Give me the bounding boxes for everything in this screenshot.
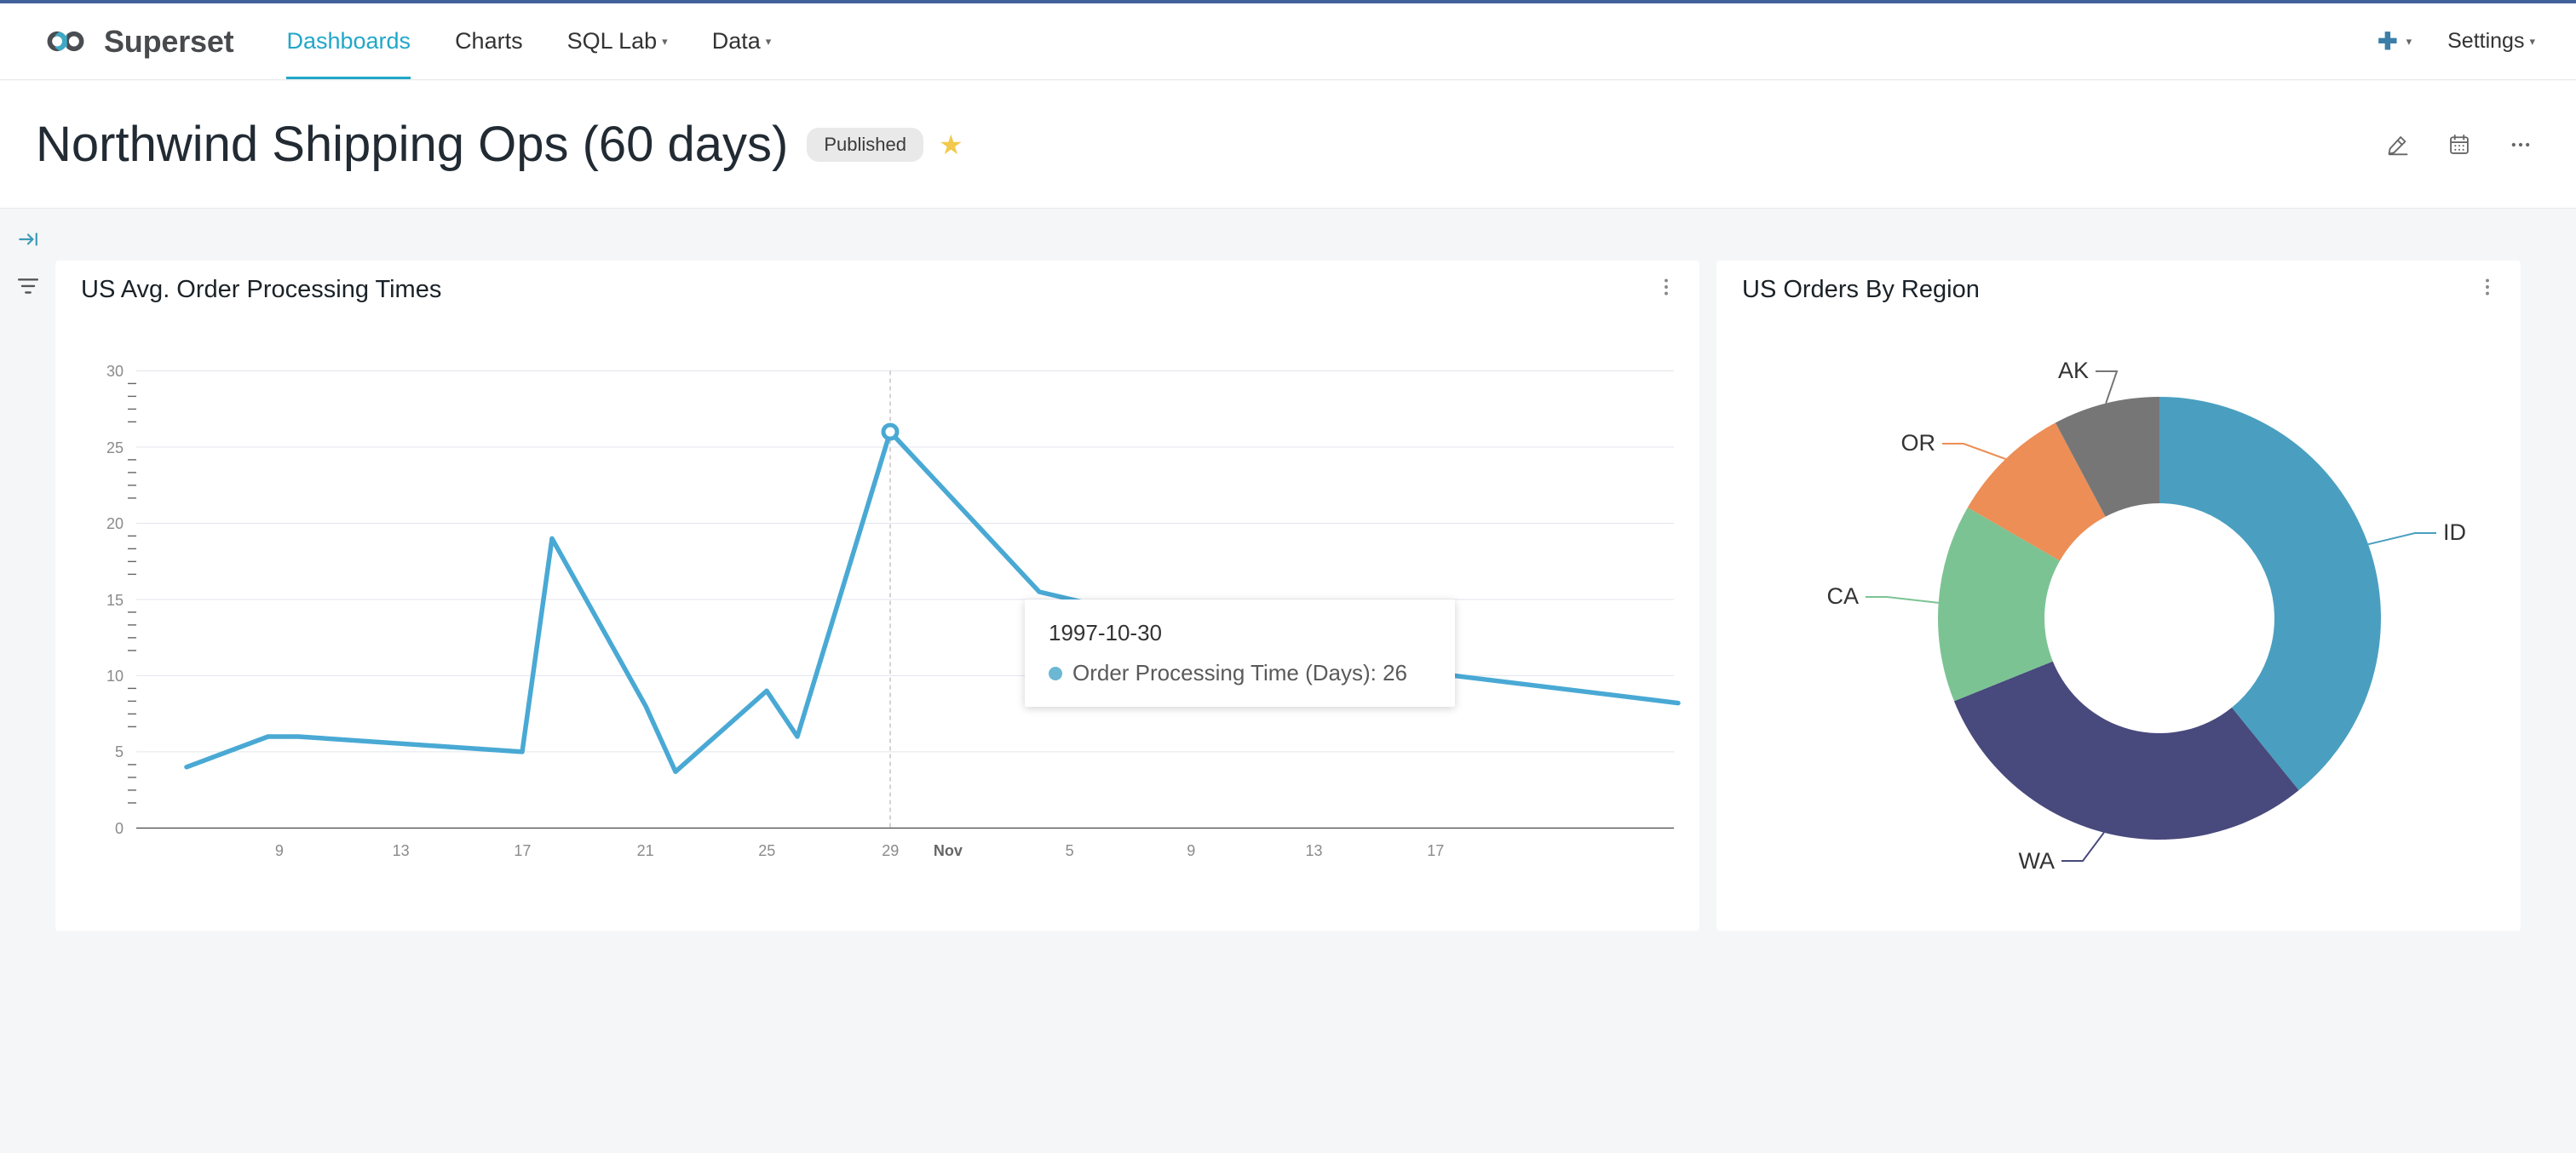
svg-text:5: 5 <box>115 743 124 760</box>
svg-text:29: 29 <box>882 842 899 859</box>
svg-text:30: 30 <box>106 363 124 380</box>
svg-text:Nov: Nov <box>934 842 963 859</box>
svg-text:OR: OR <box>1901 430 1936 456</box>
svg-text:5: 5 <box>1066 842 1074 859</box>
svg-text:0: 0 <box>115 820 124 837</box>
svg-text:20: 20 <box>106 515 124 532</box>
svg-text:25: 25 <box>106 439 124 456</box>
svg-text:25: 25 <box>758 842 775 859</box>
svg-text:17: 17 <box>514 842 531 859</box>
svg-text:AK: AK <box>2058 358 2089 383</box>
svg-text:9: 9 <box>275 842 284 859</box>
svg-text:WA: WA <box>2019 848 2056 874</box>
svg-text:CA: CA <box>1826 583 1859 609</box>
svg-text:17: 17 <box>1427 842 1444 859</box>
svg-text:13: 13 <box>393 842 410 859</box>
svg-text:10: 10 <box>106 668 124 685</box>
svg-text:21: 21 <box>637 842 654 859</box>
svg-text:9: 9 <box>1187 842 1195 859</box>
svg-text:13: 13 <box>1305 842 1322 859</box>
svg-text:15: 15 <box>106 592 124 609</box>
svg-text:ID: ID <box>2443 519 2466 545</box>
